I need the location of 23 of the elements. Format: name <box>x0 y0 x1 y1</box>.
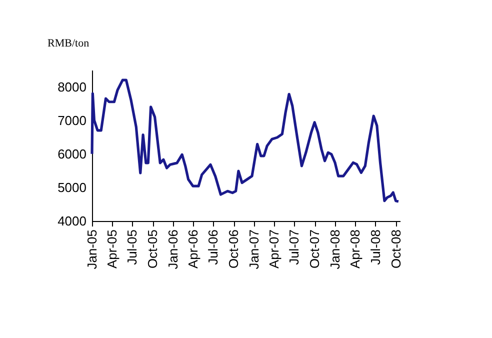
x-tick-label: Oct-08 <box>388 230 404 269</box>
x-tick-label: Apr-07 <box>266 230 282 269</box>
x-tick-label: Oct-06 <box>226 230 242 269</box>
x-tick-label: Jan-07 <box>246 230 262 270</box>
y-tick-label: 7000 <box>58 112 86 128</box>
x-tick-label: Apr-05 <box>104 230 120 269</box>
x-tick-label: Oct-07 <box>307 230 322 269</box>
x-tick-label: Jul-08 <box>368 230 383 265</box>
x-tick-label: Jan-08 <box>327 230 342 270</box>
y-axis-title: RMB/ton <box>48 38 90 50</box>
x-tick-label: Jul-05 <box>124 230 140 265</box>
x-tick-label: Apr-08 <box>348 230 363 269</box>
y-tick-label: 8000 <box>58 79 86 94</box>
x-tick-label: Jan-06 <box>165 230 180 270</box>
y-tick-label: 4000 <box>58 214 86 228</box>
line-series <box>90 78 400 203</box>
x-tick-label: Jul-06 <box>206 230 221 265</box>
x-tick-label: Oct-05 <box>145 230 160 269</box>
x-tick-label: Jul-07 <box>286 230 302 265</box>
x-tick-label: Jan-05 <box>84 230 100 270</box>
y-tick-label: 6000 <box>58 146 86 162</box>
x-tick-label: Apr-06 <box>185 230 200 269</box>
y-tick-label: 5000 <box>58 180 86 195</box>
